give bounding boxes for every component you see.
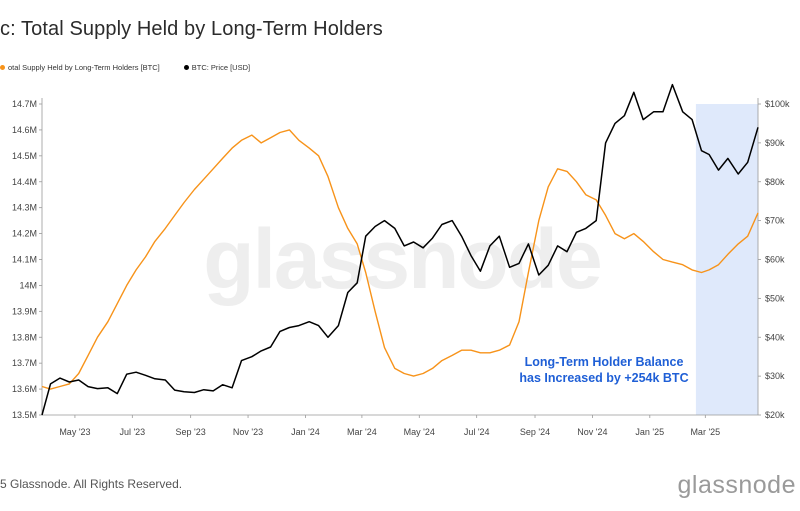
- legend-dot-lth: [0, 65, 5, 70]
- brand-logo: glassnode: [677, 471, 796, 499]
- legend-dot-price: [183, 65, 189, 70]
- x-tick-label: Jul '23: [119, 427, 145, 437]
- annotation-line-2: has Increased by +254k BTC: [519, 371, 688, 385]
- y-left-tick-label: 14.6M: [12, 125, 37, 135]
- legend: otal Supply Held by Long-Term Holders [B…: [0, 63, 274, 72]
- y-right-tick-label: $70k: [765, 216, 785, 226]
- y-right-tick-label: $90k: [765, 138, 785, 148]
- y-left-tick-label: 14.2M: [12, 229, 37, 239]
- legend-label-lth: otal Supply Held by Long-Term Holders [B…: [8, 63, 160, 72]
- y-left-tick-label: 14.7M: [12, 99, 37, 109]
- x-tick-label: Sep '24: [520, 427, 550, 437]
- x-tick-label: Sep '23: [176, 427, 206, 437]
- x-tick-label: Mar '24: [347, 427, 377, 437]
- highlight-region: [695, 104, 758, 415]
- y-left-tick-label: 14.4M: [12, 177, 37, 187]
- x-tick-label: Jan '25: [635, 427, 664, 437]
- y-left-tick-label: 14.5M: [12, 151, 37, 161]
- y-axis-left: 13.5M 13.6M 13.7M 13.8M 13.9M 14M 14.1M 14.2M 14…: [12, 98, 43, 420]
- y-right-tick-label: $80k: [765, 177, 785, 187]
- x-axis: May '23 Jul '23 Sep '23 Nov '23 Jan '24 Mar '…: [42, 414, 758, 437]
- y-left-tick-label: 13.6M: [12, 384, 37, 394]
- y-left-tick-label: 14.3M: [12, 203, 37, 213]
- x-tick-label: Jan '24: [291, 427, 320, 437]
- copyright-footer: 5 Glassnode. All Rights Reserved.: [0, 477, 183, 491]
- x-tick-label: Nov '24: [577, 427, 607, 437]
- y-right-tick-label: $50k: [765, 293, 785, 303]
- y-right-tick-label: $30k: [765, 371, 785, 381]
- y-right-tick-label: $60k: [765, 255, 785, 265]
- y-left-tick-label: 13.7M: [12, 358, 37, 368]
- y-left-tick-label: 14M: [19, 280, 37, 290]
- x-tick-label: Jul '24: [464, 427, 490, 437]
- chart-title: c: Total Supply Held by Long-Term Holder…: [0, 18, 383, 40]
- y-right-tick-label: $40k: [765, 332, 785, 342]
- x-tick-label: Nov '23: [233, 427, 263, 437]
- annotation-line-1: Long-Term Holder Balance: [525, 355, 684, 369]
- legend-label-price: BTC: Price [USD]: [191, 63, 251, 72]
- y-left-tick-label: 13.5M: [12, 410, 37, 420]
- series-line-price: [41, 83, 759, 416]
- x-tick-label: May '23: [59, 427, 90, 437]
- x-tick-label: May '24: [404, 427, 435, 437]
- y-left-tick-label: 13.9M: [12, 306, 37, 316]
- y-left-tick-label: 13.8M: [12, 332, 37, 342]
- y-axis-right: $20k $30k $40k $50k $60k $70k $80k $90k $100k: [757, 98, 790, 420]
- legend-item-lth[interactable]: otal Supply Held by Long-Term Holders [B…: [0, 63, 160, 72]
- x-tick-label: Mar '25: [690, 427, 720, 437]
- y-right-tick-label: $20k: [765, 410, 785, 420]
- series-line-lth: [41, 129, 759, 390]
- y-left-tick-label: 14.1M: [12, 255, 37, 265]
- watermark: glassnode: [203, 212, 600, 306]
- y-right-tick-label: $100k: [765, 99, 790, 109]
- legend-item-price[interactable]: BTC: Price [USD]: [183, 63, 251, 72]
